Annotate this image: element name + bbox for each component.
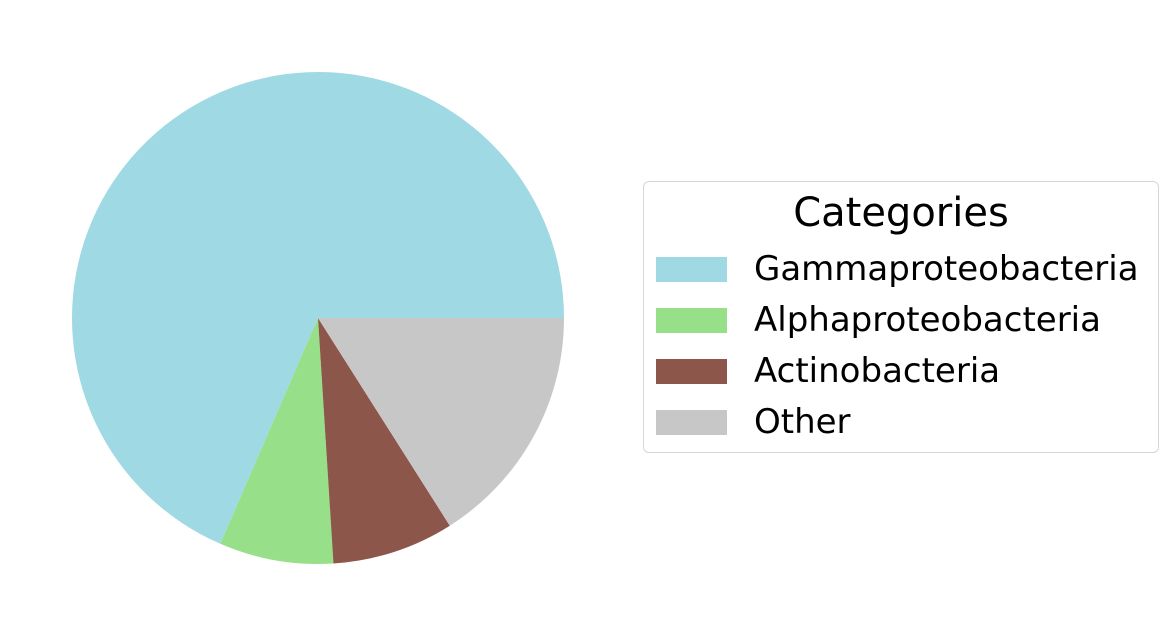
legend: Categories Gammaproteobacteria Alphaprot… — [643, 181, 1159, 453]
legend-label-other: Other — [754, 402, 851, 442]
pie-slice-gammaproteobacteria — [71, 71, 564, 544]
pie-slice-alphaproteobacteria — [220, 318, 334, 564]
legend-label-gammaproteobacteria: Gammaproteobacteria — [754, 249, 1139, 289]
pie-slice-other — [318, 318, 564, 526]
legend-swatch-gammaproteobacteria — [656, 257, 727, 282]
pie-slice-actinobacteria — [318, 318, 450, 564]
legend-label-alphaproteobacteria: Alphaproteobacteria — [754, 300, 1101, 340]
legend-swatch-other — [656, 410, 727, 435]
legend-swatch-actinobacteria — [656, 359, 727, 384]
legend-label-actinobacteria: Actinobacteria — [754, 351, 1001, 391]
legend-title: Categories — [793, 190, 1009, 236]
legend-swatch-alphaproteobacteria — [656, 308, 727, 333]
